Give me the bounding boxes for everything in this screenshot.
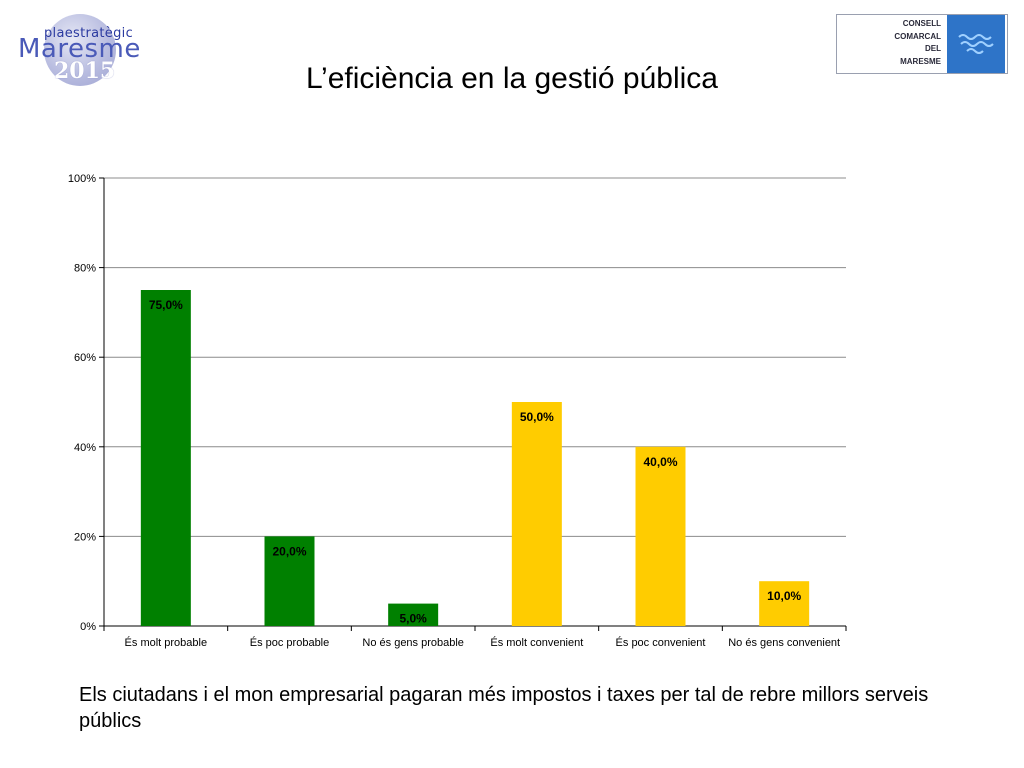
x-tick-label: És poc probable: [250, 636, 330, 649]
plaestrategic-maresme-logo: plaestratègic Maresme 2015: [18, 10, 158, 90]
y-tick-label: 40%: [74, 442, 96, 454]
data-label: 5,0%: [399, 612, 427, 626]
bar: [511, 402, 562, 626]
consell-line-2: COMARCAL: [894, 31, 941, 41]
bar: [264, 536, 315, 626]
x-tick-label: És molt probable: [125, 636, 208, 649]
data-label: 20,0%: [272, 544, 306, 558]
page-title: L’eficiència en la gestió pública: [306, 62, 718, 95]
logo-text-maresme: Maresme: [18, 34, 141, 64]
data-label: 40,0%: [643, 455, 677, 469]
chart-gridlines: [104, 177, 846, 537]
logo-text-year: 2015: [54, 58, 116, 84]
data-label: 10,0%: [767, 589, 801, 603]
consell-comarcal-logo: CONSELL COMARCAL DEL MARESME: [836, 14, 1008, 74]
x-tick-label: És molt convenient: [490, 636, 583, 649]
data-label: 75,0%: [149, 298, 183, 312]
chart-caption: Els ciutadans i el mon empresarial pagar…: [79, 684, 929, 732]
bar: [140, 290, 191, 626]
y-tick-label: 80%: [74, 263, 96, 275]
chart-labels: És molt probable 75,0% És poc probable 20,0…: [125, 298, 841, 649]
x-tick-label: No és gens probable: [362, 637, 464, 649]
logo-text-pla: plaestratègic: [44, 26, 134, 41]
x-tick-label: No és gens convenient: [728, 637, 840, 649]
bar: [635, 446, 686, 626]
y-tick-label: 60%: [74, 352, 96, 364]
chart-bars: [140, 290, 810, 626]
consell-line-3: DEL: [925, 44, 941, 53]
bar: [388, 603, 439, 626]
data-label: 50,0%: [520, 410, 554, 424]
y-tick-label: 0%: [80, 621, 96, 633]
consell-emblem-box: [947, 15, 1005, 73]
waves-icon: [958, 34, 994, 54]
x-tick-label: És poc convenient: [616, 636, 706, 649]
bar: [759, 581, 810, 626]
logo-circle-emblem: [44, 14, 116, 86]
y-tick-label: 20%: [74, 531, 96, 543]
consell-comarcal-text: CONSELL COMARCAL DEL MARESME: [837, 15, 947, 73]
consell-line-4: MARESME: [900, 56, 941, 66]
chart-axes: 0% 20% 40% 60% 80% 100%: [68, 173, 847, 633]
consell-line-1: CONSELL: [902, 19, 941, 28]
y-tick-label: 100%: [68, 173, 96, 185]
